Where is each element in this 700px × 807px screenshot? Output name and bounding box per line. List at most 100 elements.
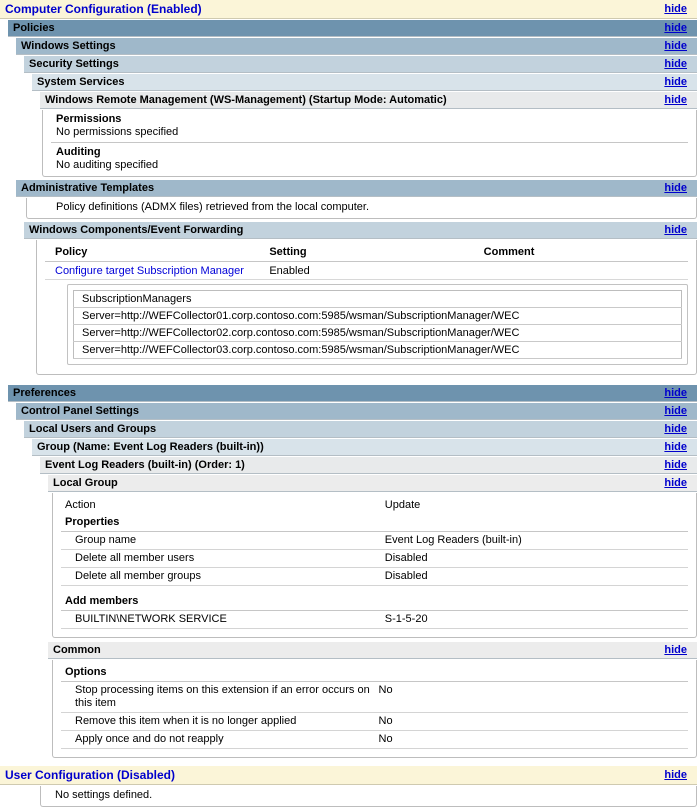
hide-link[interactable]: hide bbox=[664, 182, 687, 194]
policy-setting-state: Enabled bbox=[259, 261, 474, 280]
hide-link[interactable]: hide bbox=[664, 76, 687, 88]
hide-link[interactable]: hide bbox=[664, 40, 687, 52]
section-windows-settings: Windows Settings hide bbox=[16, 38, 697, 54]
section-title: Security Settings bbox=[29, 58, 119, 70]
section-preferences: Preferences hide bbox=[8, 385, 697, 401]
property-value: Event Log Readers (built-in) bbox=[380, 531, 688, 550]
local-group-table: Action Update Properties Group name Even… bbox=[61, 497, 688, 629]
hide-link[interactable]: hide bbox=[664, 387, 687, 399]
no-settings-note: No settings defined. bbox=[55, 788, 153, 801]
property-value: Disabled bbox=[380, 567, 688, 586]
auditing-value: No auditing specified bbox=[56, 159, 159, 171]
property-label: Delete all member groups bbox=[61, 567, 381, 586]
property-value: Disabled bbox=[380, 549, 688, 568]
table-row: Stop processing items on this extension … bbox=[61, 681, 688, 713]
table-row: Action Update bbox=[61, 497, 688, 514]
options-section-header: Options bbox=[61, 663, 688, 682]
subscription-managers-box: SubscriptionManagers Server=http://WEFCo… bbox=[67, 284, 688, 365]
section-title: System Services bbox=[37, 76, 125, 88]
user-config-panel: No settings defined. bbox=[40, 785, 697, 807]
subscription-manager-value: Server=http://WEFCollector01.corp.contos… bbox=[73, 307, 682, 325]
local-group-panel: Action Update Properties Group name Even… bbox=[52, 493, 697, 638]
section-title: Control Panel Settings bbox=[21, 405, 139, 417]
section-local-users-and-groups: Local Users and Groups hide bbox=[24, 421, 697, 437]
section-title: Preferences bbox=[13, 387, 76, 399]
section-control-panel-settings: Control Panel Settings hide bbox=[16, 403, 697, 419]
hide-link[interactable]: hide bbox=[664, 3, 687, 15]
subscription-managers-header: SubscriptionManagers bbox=[73, 290, 682, 308]
policy-setting-link[interactable]: Configure target Subscription Manager bbox=[55, 265, 244, 277]
subscription-manager-value: Server=http://WEFCollector03.corp.contos… bbox=[73, 341, 682, 359]
option-label: Remove this item when it is no longer ap… bbox=[61, 712, 375, 731]
column-header-policy: Policy bbox=[45, 243, 260, 262]
section-user-configuration: User Configuration (Disabled) hide bbox=[0, 765, 697, 784]
property-label: Group name bbox=[61, 531, 381, 550]
divider bbox=[51, 142, 688, 143]
section-system-services: System Services hide bbox=[32, 74, 697, 90]
column-header-setting: Setting bbox=[259, 243, 474, 262]
section-title: Windows Settings bbox=[21, 40, 116, 52]
hide-link[interactable]: hide bbox=[664, 405, 687, 417]
policy-table-panel: Policy Setting Comment Configure target … bbox=[36, 240, 697, 375]
option-label: Apply once and do not reapply bbox=[61, 730, 375, 749]
table-row: Group name Event Log Readers (built-in) bbox=[61, 531, 688, 550]
option-label: Stop processing items on this extension … bbox=[61, 681, 375, 713]
properties-section-header: Properties bbox=[61, 514, 688, 532]
hide-link[interactable]: hide bbox=[664, 22, 687, 34]
section-group-name: Group (Name: Event Log Readers (built-in… bbox=[32, 439, 697, 455]
section-title: Local Group bbox=[53, 477, 118, 489]
table-row: Server=http://WEFCollector02.corp.contos… bbox=[73, 324, 682, 342]
options-title: Options bbox=[61, 663, 688, 682]
action-value: Update bbox=[384, 499, 421, 511]
subscription-managers-table: SubscriptionManagers Server=http://WEFCo… bbox=[73, 290, 682, 359]
properties-title: Properties bbox=[61, 514, 688, 532]
section-event-log-readers: Event Log Readers (built-in) (Order: 1) … bbox=[40, 457, 697, 473]
section-policies: Policies hide bbox=[8, 20, 697, 36]
common-options-table: Options Stop processing items on this ex… bbox=[61, 663, 688, 749]
wsman-content-panel: Permissions No permissions specified Aud… bbox=[42, 110, 697, 177]
hide-link[interactable]: hide bbox=[664, 94, 687, 106]
section-title: Computer Configuration (Enabled) bbox=[5, 2, 202, 16]
section-title: Administrative Templates bbox=[21, 182, 155, 194]
action-label: Action bbox=[65, 499, 96, 511]
subscription-manager-value: Server=http://WEFCollector02.corp.contos… bbox=[73, 324, 682, 342]
table-row: Server=http://WEFCollector03.corp.contos… bbox=[73, 341, 682, 359]
section-administrative-templates: Administrative Templates hide bbox=[16, 180, 697, 196]
section-title: Common bbox=[53, 643, 101, 656]
common-options-panel: Options Stop processing items on this ex… bbox=[52, 659, 697, 758]
table-row: Remove this item when it is no longer ap… bbox=[61, 712, 688, 731]
add-members-title: Add members bbox=[61, 592, 688, 611]
admx-note-panel: Policy definitions (ADMX files) retrieve… bbox=[26, 198, 697, 219]
member-sid: S-1-5-20 bbox=[380, 610, 688, 629]
policy-table-header-row: Policy Setting Comment bbox=[45, 243, 688, 262]
hide-link[interactable]: hide bbox=[664, 224, 687, 236]
table-row: SubscriptionManagers bbox=[73, 290, 682, 308]
hide-link[interactable]: hide bbox=[664, 768, 687, 781]
add-members-section-header: Add members bbox=[61, 592, 688, 611]
section-common: Common hide bbox=[48, 641, 697, 658]
section-title: User Configuration (Disabled) bbox=[5, 767, 176, 782]
admx-note: Policy definitions (ADMX files) retrieve… bbox=[56, 201, 370, 213]
section-windows-components-event-forwarding: Windows Components/Event Forwarding hide bbox=[24, 222, 697, 238]
hide-link[interactable]: hide bbox=[664, 441, 687, 453]
table-row: Server=http://WEFCollector01.corp.contos… bbox=[73, 307, 682, 325]
table-row: Apply once and do not reapply No bbox=[61, 730, 688, 749]
permissions-value: No permissions specified bbox=[56, 126, 179, 138]
hide-link[interactable]: hide bbox=[664, 58, 687, 70]
section-title: Policies bbox=[13, 22, 55, 34]
section-computer-configuration: Computer Configuration (Enabled) hide bbox=[0, 0, 697, 18]
option-value: No bbox=[374, 712, 688, 731]
option-value: No bbox=[374, 730, 688, 749]
auditing-title: Auditing bbox=[56, 146, 101, 158]
section-security-settings: Security Settings hide bbox=[24, 56, 697, 72]
hide-link[interactable]: hide bbox=[664, 423, 687, 435]
hide-link[interactable]: hide bbox=[664, 477, 687, 489]
hide-link[interactable]: hide bbox=[664, 459, 687, 471]
policy-table: Policy Setting Comment Configure target … bbox=[45, 243, 688, 280]
hide-link[interactable]: hide bbox=[664, 643, 687, 656]
section-title: Local Users and Groups bbox=[29, 423, 157, 435]
section-title: Event Log Readers (built-in) (Order: 1) bbox=[45, 459, 245, 471]
option-value: No bbox=[374, 681, 688, 713]
spacer-row bbox=[61, 586, 688, 593]
column-header-comment: Comment bbox=[473, 243, 688, 262]
